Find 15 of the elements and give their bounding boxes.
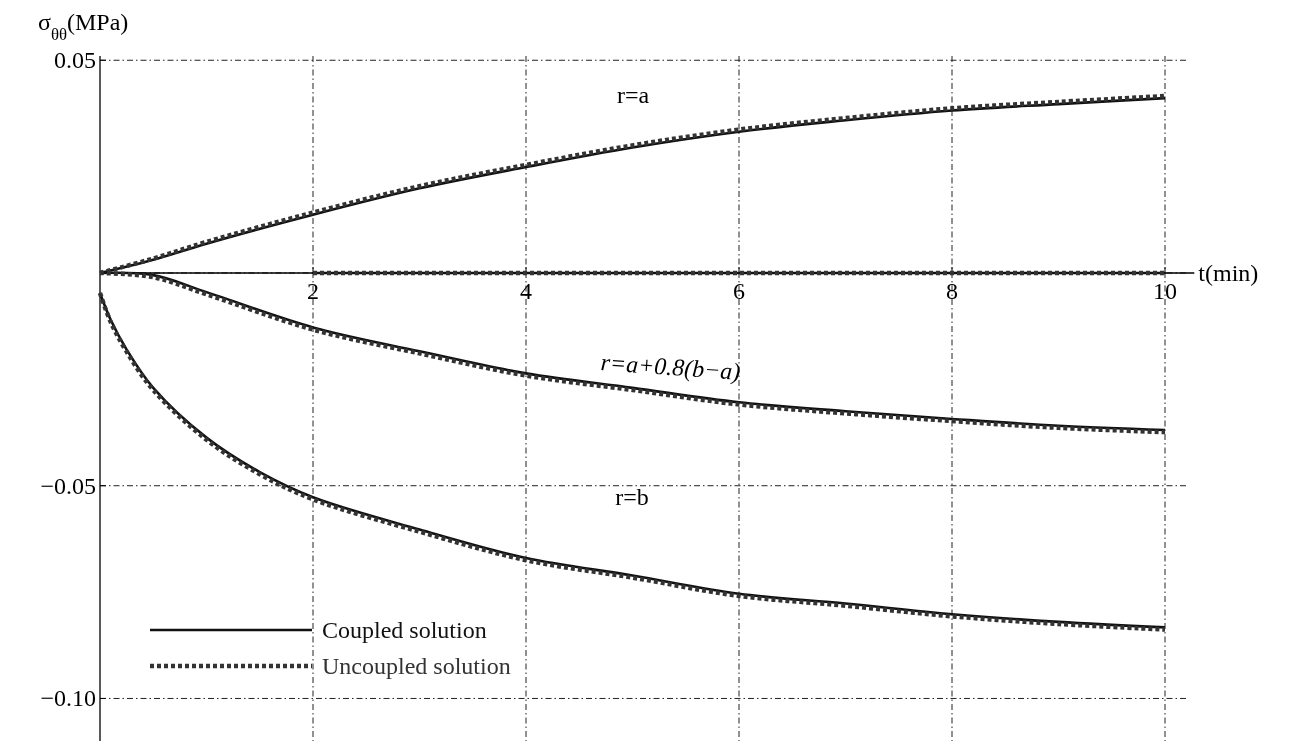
annotation: r=a xyxy=(616,82,650,108)
x-tick-label: 2 xyxy=(307,277,319,304)
x-tick-label: 10 xyxy=(1153,277,1177,304)
x-tick-label: 4 xyxy=(520,277,532,304)
annotation: r=b xyxy=(615,484,649,510)
y-tick-label: 0.05 xyxy=(54,47,96,74)
y-axis-title: σ$_{θθ}$(MPa) xyxy=(38,9,129,44)
x-tick-label: 8 xyxy=(946,277,958,304)
annotation: r=a+0.8(b−a) xyxy=(599,349,742,385)
text: Uncoupled solution xyxy=(322,653,511,679)
x-tick-label: 6 xyxy=(733,277,745,304)
y-tick-label: −0.05 xyxy=(40,472,96,499)
x-axis-title: t(min) xyxy=(1198,259,1259,286)
text: Coupled solution xyxy=(322,617,487,643)
y-tick-label: −0.10 xyxy=(40,685,96,712)
